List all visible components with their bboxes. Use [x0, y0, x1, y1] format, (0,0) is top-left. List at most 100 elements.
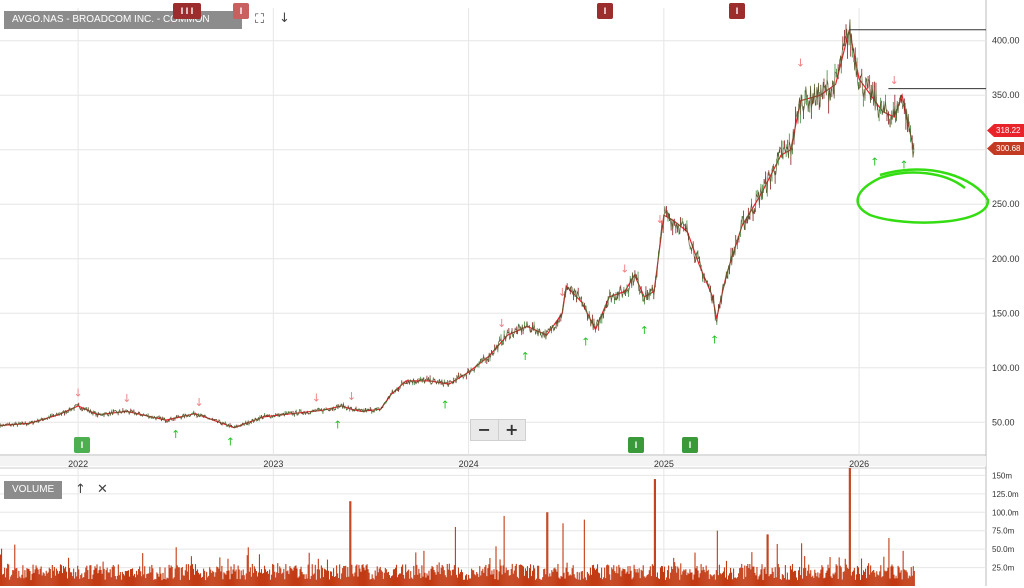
volume-bar [407, 570, 409, 586]
sell-signal-arrow-icon: ↓ [497, 317, 506, 330]
event-badge[interactable]: I [729, 3, 745, 19]
x-tick-label: 2023 [263, 459, 283, 469]
fullscreen-icon[interactable]: ⛶ [255, 12, 265, 27]
event-badge[interactable]: I [597, 3, 613, 19]
volume-bar [151, 564, 153, 586]
volume-bar [5, 577, 7, 586]
volume-bar [680, 563, 682, 586]
volume-bar [47, 572, 49, 586]
volume-bar [451, 569, 453, 586]
volume-bar [631, 579, 633, 586]
volume-bar [771, 567, 773, 586]
volume-bar [94, 566, 96, 586]
event-badge[interactable]: I [628, 437, 644, 453]
event-badge[interactable]: I [74, 437, 90, 453]
volume-bar [487, 568, 489, 586]
volume-bar [762, 580, 764, 586]
volume-bar [271, 574, 273, 586]
volume-bar [125, 571, 127, 586]
volume-bar [783, 578, 785, 586]
volume-bar [859, 579, 862, 586]
volume-bar [307, 564, 309, 586]
volume-bar [86, 565, 88, 586]
volume-bar [611, 567, 613, 586]
volume-label[interactable]: VOLUME [4, 481, 62, 499]
sell-signal-arrow-icon: ↓ [655, 213, 664, 226]
volume-bar [541, 579, 543, 586]
volume-bar [304, 579, 306, 586]
volume-bar [694, 552, 696, 586]
event-badge[interactable]: I [682, 437, 698, 453]
volume-bar [434, 572, 436, 586]
volume-bar [744, 565, 746, 586]
volume-bar [225, 574, 227, 586]
volume-bar [778, 567, 780, 586]
volume-bar [741, 563, 743, 586]
volume-bar [753, 566, 755, 586]
volume-bars-layer [0, 468, 915, 586]
volume-bar [237, 565, 239, 586]
volume-bar [462, 579, 465, 586]
volume-bar [264, 569, 267, 586]
volume-bar [657, 578, 660, 586]
volume-bar [587, 573, 589, 586]
volume-bar [870, 565, 872, 586]
event-badge[interactable]: I I I [173, 3, 201, 19]
arrow-down-icon[interactable]: ↓ [279, 11, 290, 26]
volume-bar [663, 566, 666, 586]
volume-bar [223, 572, 225, 586]
volume-bar [586, 571, 588, 586]
volume-bar [28, 568, 30, 586]
volume-bar [372, 578, 374, 586]
volume-bar [60, 565, 63, 586]
event-badge[interactable]: I [233, 3, 249, 19]
volume-bar [475, 575, 477, 586]
volume-bar [309, 578, 311, 586]
close-icon[interactable]: ✕ [97, 482, 108, 497]
volume-bar [257, 572, 259, 586]
volume-bar [388, 575, 390, 586]
volume-bar [72, 576, 74, 586]
volume-bar [187, 564, 189, 586]
volume-bar [390, 576, 392, 586]
volume-bar [877, 574, 879, 586]
volume-bar [57, 573, 59, 586]
volume-bar [406, 572, 408, 586]
sell-signal-arrow-icon: ↓ [347, 390, 356, 403]
volume-bar [436, 564, 438, 586]
symbol-label[interactable]: AVGO.NAS - BROADCOM INC. - COMMON STOCK [4, 11, 242, 43]
volume-bar [830, 576, 832, 586]
volume-bar [286, 571, 288, 586]
volume-bar [665, 579, 667, 586]
volume-bar [145, 578, 147, 586]
volume-bar [799, 566, 801, 586]
volume-bar [692, 579, 694, 586]
volume-bar [418, 568, 420, 586]
zoom-in-button[interactable]: + [497, 420, 526, 440]
volume-bar [61, 573, 64, 586]
volume-bar [550, 576, 552, 586]
volume-bar [158, 576, 160, 586]
volume-bar [440, 567, 442, 586]
volume-bar [790, 569, 793, 586]
volume-bar [414, 575, 416, 586]
volume-bar [310, 575, 312, 586]
volume-bar [258, 554, 260, 586]
volume-bar [40, 566, 42, 586]
volume-bar [704, 572, 706, 586]
volume-bar [579, 579, 581, 586]
volume-bar [681, 574, 683, 586]
zoom-out-button[interactable]: − [477, 420, 491, 439]
arrow-up-icon[interactable]: ↑ [75, 482, 86, 497]
volume-bar [724, 577, 727, 586]
volume-bar [424, 572, 426, 586]
volume-bar [603, 577, 605, 586]
volume-bar [572, 565, 574, 586]
volume-bar [416, 564, 418, 586]
volume-bar [200, 573, 202, 586]
volume-bar [196, 569, 199, 586]
volume-bar [243, 575, 245, 586]
volume-bar [217, 567, 219, 586]
volume-bar [385, 569, 387, 586]
